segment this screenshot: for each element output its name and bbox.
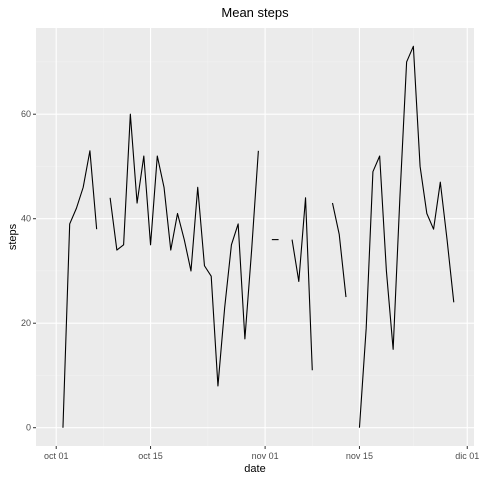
x-tick-label: oct 01 [44,451,69,461]
x-tick-label: nov 01 [252,451,279,461]
y-tick-label: 20 [21,318,31,328]
plot-panel [36,28,474,446]
y-axis-title: steps [7,223,19,250]
series-line-segment [62,150,98,428]
series-line-segment [109,113,259,387]
series-line-segment [331,202,347,298]
y-tick-label: 60 [21,109,31,119]
chart-title: Mean steps [221,5,289,20]
series-layer [62,45,455,428]
y-tick-label: 40 [21,214,31,224]
x-tick-label: nov 15 [346,451,373,461]
x-axis: oct 01 oct 15 nov 01 nov 15 dic 01 [44,446,479,461]
series-line-segment [358,45,455,428]
x-axis-title: date [244,463,265,475]
x-tick-label: dic 01 [455,451,479,461]
major-gridlines [36,28,474,446]
y-axis: 0 20 40 60 [21,109,36,433]
x-tick-label: oct 15 [138,451,163,461]
y-tick-label: 0 [26,423,31,433]
series-line-segment [291,197,313,371]
minor-gridlines [36,28,474,446]
